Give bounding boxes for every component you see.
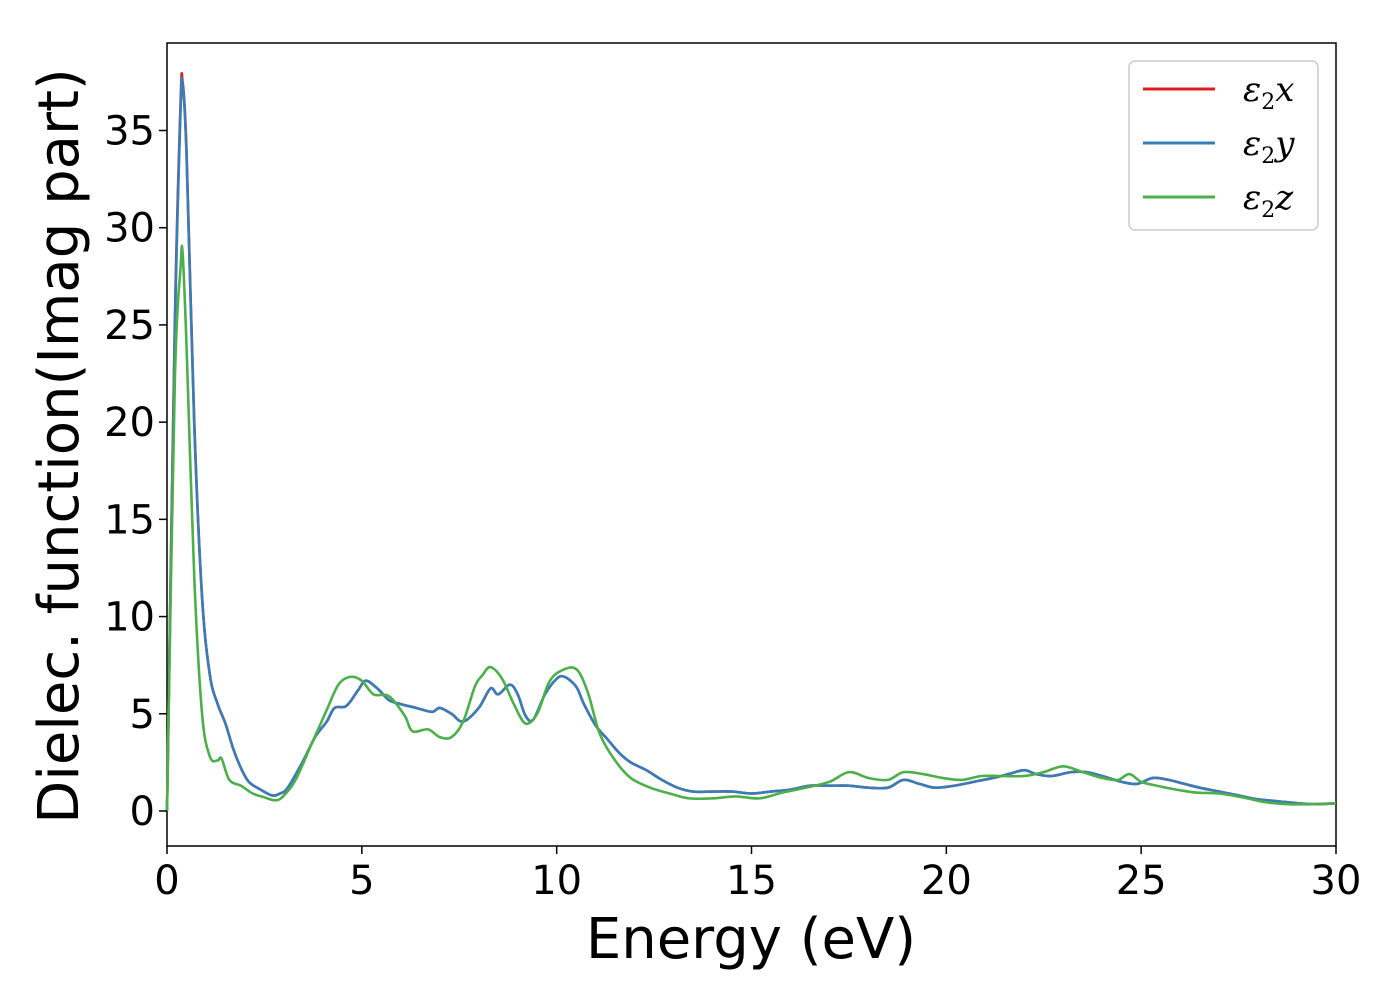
x-tick-label: 15	[726, 858, 777, 904]
series-line-z	[165, 244, 1337, 812]
series-layer	[165, 72, 1337, 812]
y-tick-label: 5	[130, 692, 155, 738]
legend-label-z: ε2z	[1243, 178, 1294, 223]
y-tick-label: 25	[104, 303, 155, 349]
y-tick-label: 0	[130, 789, 155, 835]
y-tick-label: 10	[104, 595, 155, 641]
legend-label-y: ε2y	[1243, 124, 1295, 169]
x-axis-title: Energy (eV)	[586, 907, 916, 972]
x-tick-label: 25	[1116, 858, 1167, 904]
y-axis-ticks: 0 5 10 15 20 25 30 35	[104, 108, 167, 835]
y-axis-title: Dielec. function(Imag part)	[27, 68, 92, 824]
legend-frame	[1128, 60, 1319, 231]
y-tick-label: 15	[104, 497, 155, 543]
legend: ε2x ε2y ε2z	[1128, 60, 1319, 231]
y-tick-label: 30	[104, 206, 155, 252]
legend-label-x: ε2x	[1243, 70, 1294, 115]
x-tick-label: 0	[154, 858, 179, 904]
x-tick-label: 5	[349, 858, 374, 904]
y-tick-label: 20	[104, 400, 155, 446]
x-tick-label: 20	[921, 858, 972, 904]
x-tick-label: 30	[1311, 858, 1362, 904]
series-line-y	[165, 76, 1337, 812]
y-tick-label: 35	[104, 108, 155, 154]
x-axis-ticks: 0 5 10 15 20 25 30	[154, 846, 1361, 904]
x-tick-label: 10	[531, 858, 582, 904]
